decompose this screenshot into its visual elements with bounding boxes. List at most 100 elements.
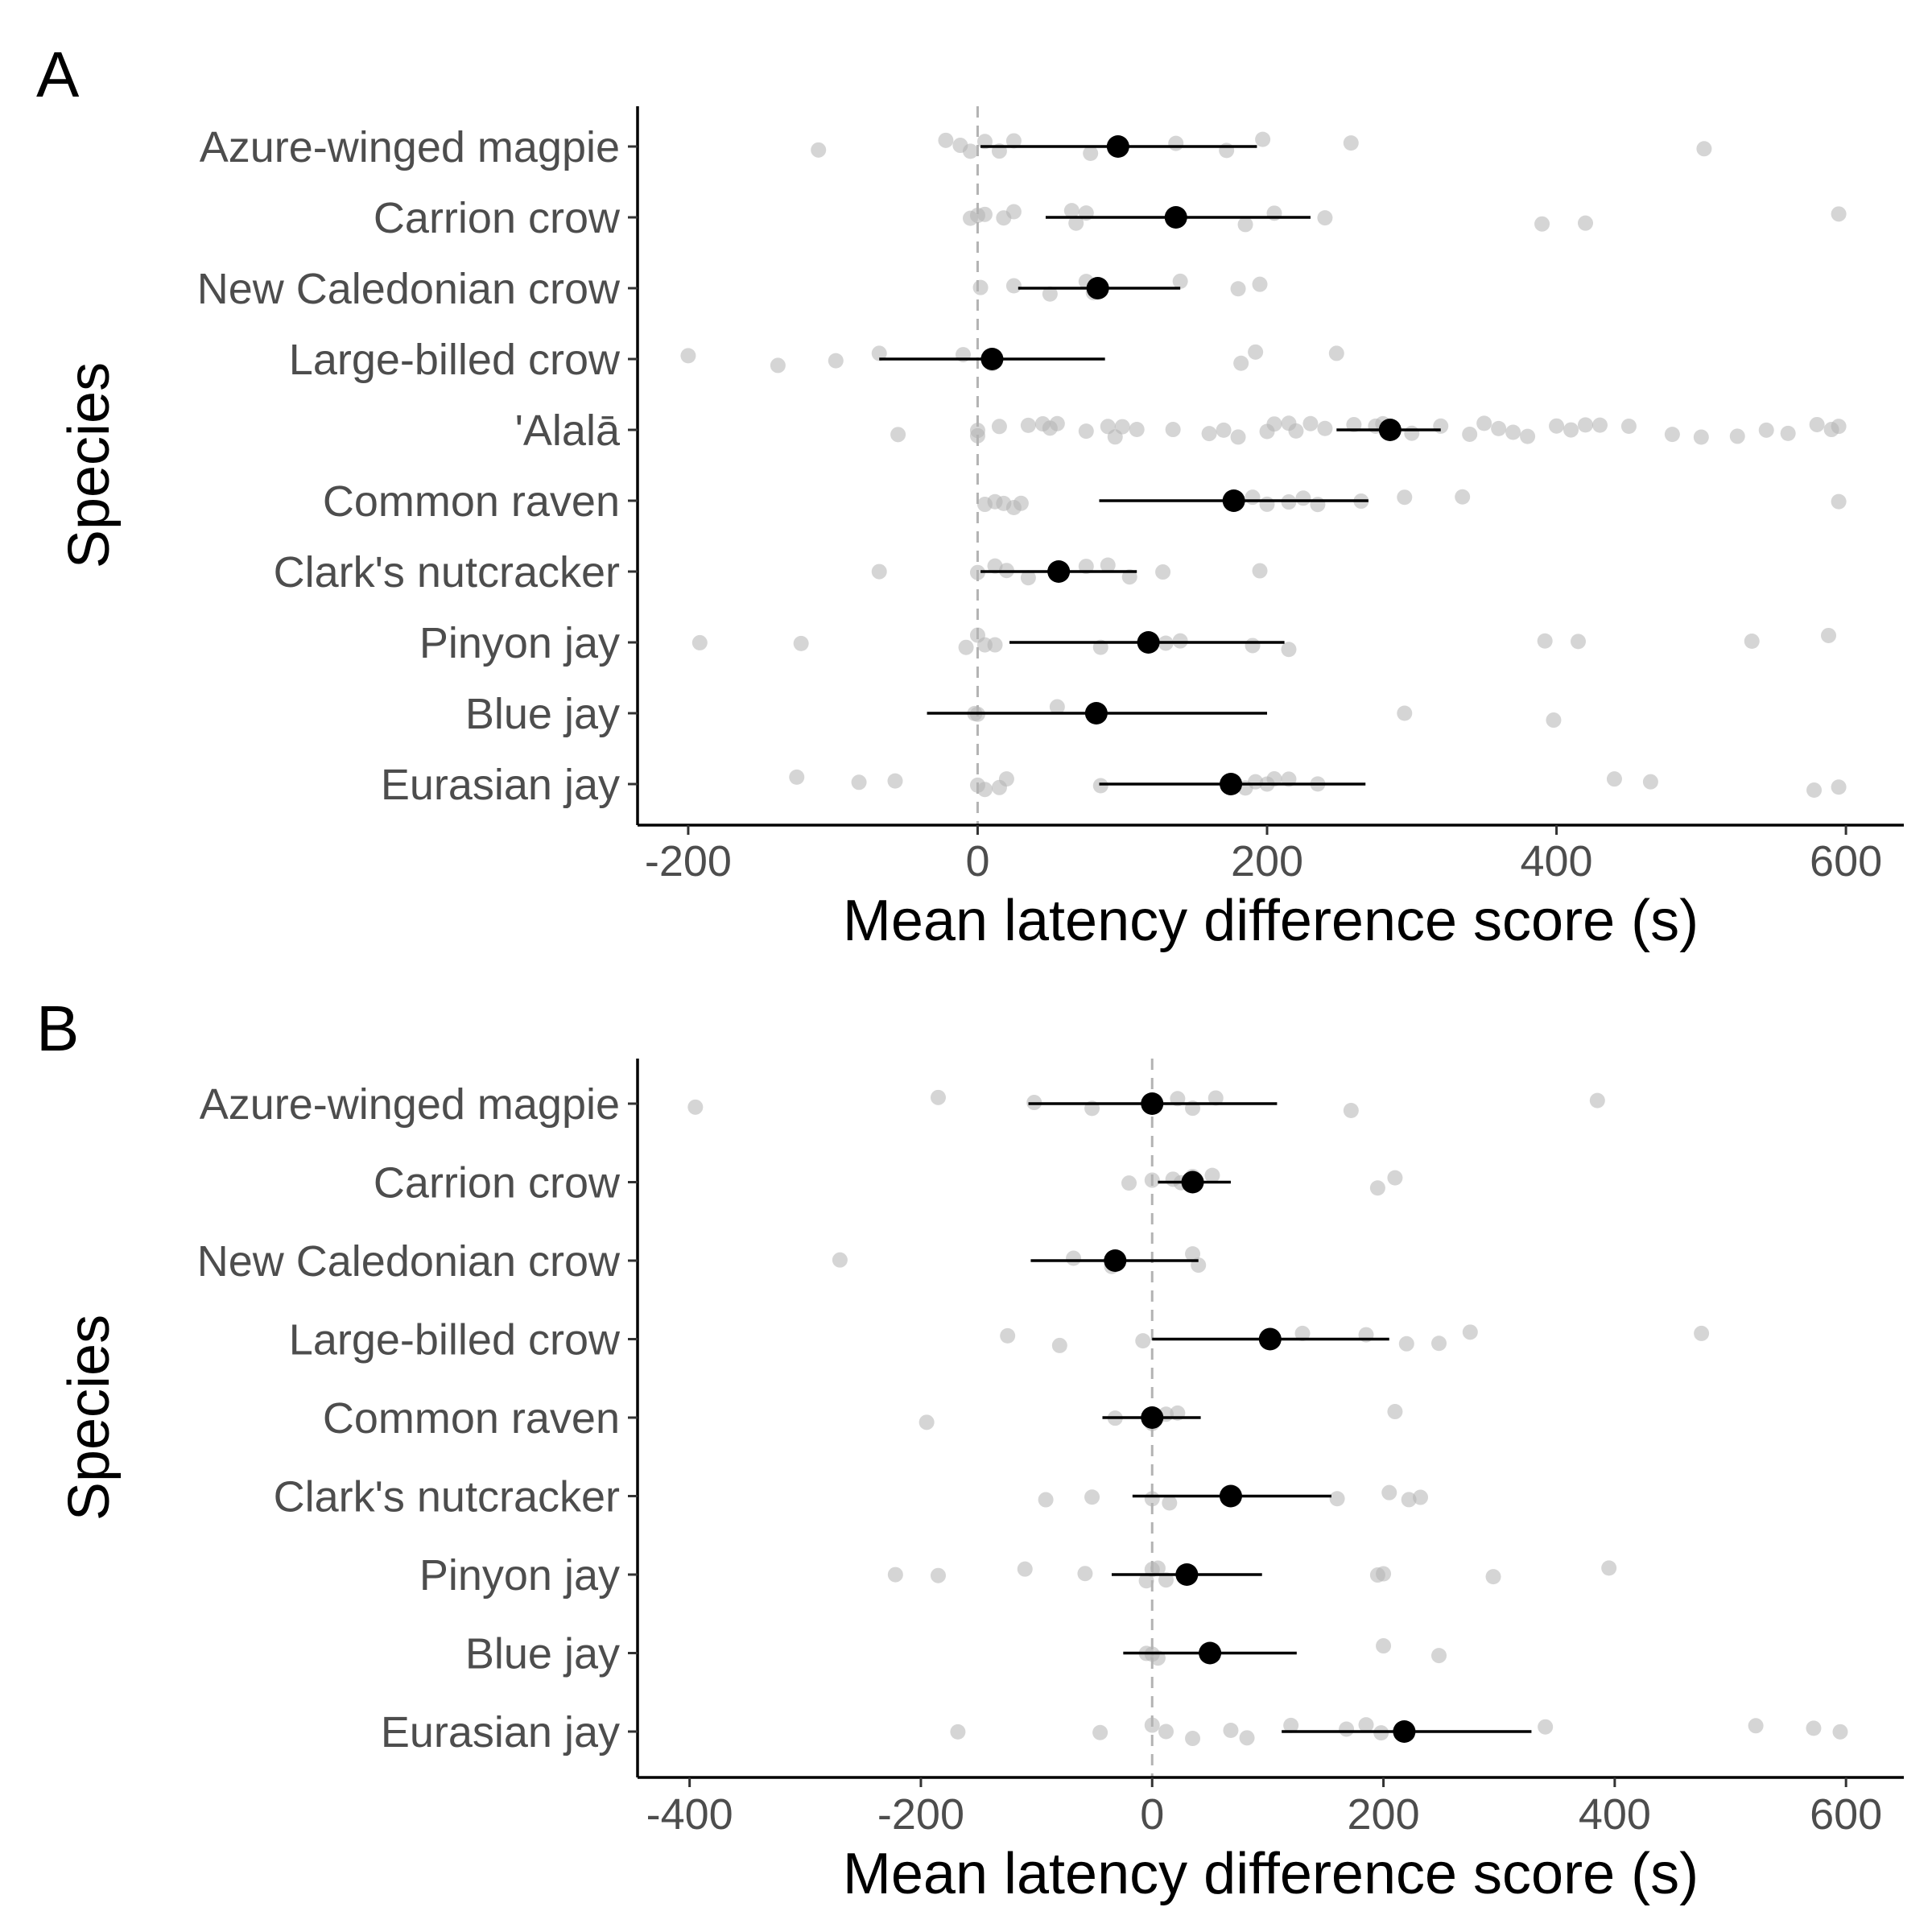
raw-data-point [1204, 1167, 1220, 1183]
species-label: Carrion crow [374, 1159, 621, 1208]
raw-data-point [1066, 1250, 1082, 1266]
raw-data-point [1208, 1090, 1224, 1106]
raw-data-point [1201, 426, 1217, 442]
raw-data-point [1185, 1731, 1201, 1747]
raw-data-point [1806, 1720, 1822, 1736]
x-tick-label: -400 [646, 1790, 733, 1839]
species-label: Blue jay [465, 690, 620, 738]
raw-data-point [1223, 1723, 1239, 1739]
x-axis-title: Mean latency difference score (s) [843, 889, 1699, 953]
raw-data-point [1000, 1327, 1016, 1344]
raw-data-point [1294, 1325, 1311, 1341]
raw-data-point [1230, 281, 1246, 297]
mean-point [1175, 1563, 1199, 1586]
raw-data-point [1831, 779, 1847, 795]
raw-data-point [1248, 344, 1264, 360]
x-tick-label: 600 [1810, 837, 1882, 886]
raw-data-point [1020, 417, 1036, 433]
raw-data-point [1248, 774, 1264, 790]
raw-data-point [1063, 203, 1080, 219]
species-label: New Caledonian crow [197, 265, 621, 313]
species-label: Large-billed crow [289, 336, 621, 384]
raw-data-point [1017, 1561, 1033, 1577]
raw-data-point [1387, 1404, 1403, 1420]
mean-point [1106, 135, 1129, 158]
species-label: Clark's nutcracker [274, 1473, 620, 1521]
panel-a: A Azure-winged magpie Carrion crow New Cale… [36, 39, 1904, 953]
raw-data-point [1491, 420, 1507, 436]
raw-data-point [1537, 633, 1553, 649]
raw-data-point [1216, 422, 1232, 438]
raw-data-point [1144, 1717, 1160, 1733]
raw-data-point [691, 634, 708, 650]
species-label: Pinyon jay [419, 1551, 620, 1600]
raw-data-point [1780, 425, 1796, 441]
raw-data-point [1397, 705, 1413, 721]
panel-b: B Azure-winged magpie Carrion crow New Cale… [36, 993, 1904, 1906]
raw-data-point [1476, 415, 1492, 431]
raw-data-point [1237, 217, 1253, 233]
raw-data-point [1664, 427, 1680, 443]
raw-data-point [1155, 564, 1171, 580]
raw-data-point [680, 348, 696, 364]
raw-data-point [1138, 1573, 1154, 1589]
raw-data-point [1431, 1335, 1447, 1352]
mean-point [1141, 1092, 1164, 1115]
y-axis-title: Species [57, 362, 122, 568]
raw-data-point [1571, 634, 1587, 650]
raw-data-point [1013, 495, 1029, 511]
raw-data-point [1729, 428, 1745, 444]
species-label: Blue jay [465, 1630, 620, 1678]
raw-data-point [1172, 273, 1188, 289]
mean-point [1086, 277, 1109, 299]
mean-point [1219, 1484, 1242, 1508]
raw-data-point [1831, 493, 1847, 510]
raw-data-point [1809, 416, 1825, 432]
raw-data-point [1239, 1730, 1255, 1746]
raw-data-point [1343, 135, 1359, 151]
raw-data-point [1744, 634, 1760, 650]
raw-data-point [1005, 133, 1022, 149]
panel-letter: A [36, 39, 80, 110]
x-tick-label: -200 [645, 837, 732, 886]
raw-data-point [1283, 1717, 1299, 1733]
raw-data-point [1172, 633, 1188, 649]
raw-data-point [1376, 1638, 1392, 1654]
raw-data-point [793, 635, 809, 651]
raw-data-point [1121, 569, 1137, 585]
raw-data-point [1578, 215, 1594, 231]
raw-data-point [871, 345, 887, 361]
raw-data-point [1144, 1172, 1160, 1188]
species-label: Eurasian jay [381, 1708, 620, 1757]
raw-data-point [972, 279, 989, 295]
mean-point [1047, 560, 1071, 583]
x-tick-label: 0 [965, 837, 989, 886]
raw-data-point [1114, 419, 1130, 435]
raw-data-point [998, 771, 1014, 787]
mean-point [1222, 489, 1245, 512]
raw-data-point [1381, 1484, 1397, 1501]
raw-data-point [1162, 1495, 1178, 1511]
raw-data-point [851, 774, 867, 791]
raw-data-point [1329, 1491, 1345, 1507]
raw-data-point [969, 564, 985, 580]
raw-data-point [1168, 135, 1184, 151]
raw-data-point [1505, 424, 1521, 440]
raw-data-point [1462, 1324, 1478, 1340]
raw-data-point [1538, 1719, 1554, 1735]
raw-data-point [976, 206, 993, 222]
raw-data-point [1563, 422, 1579, 438]
mean-point [1220, 773, 1243, 795]
mean-point [1393, 1720, 1416, 1743]
raw-data-point [1832, 1724, 1848, 1740]
raw-data-point [1230, 429, 1246, 445]
species-label: Large-billed crow [289, 1316, 621, 1364]
mean-point [1141, 1406, 1164, 1429]
mean-point [1258, 1327, 1282, 1351]
mean-point [1084, 702, 1108, 724]
x-tick-label: 0 [1140, 1790, 1164, 1839]
raw-data-point [1245, 638, 1261, 654]
raw-data-point [1150, 1560, 1166, 1576]
raw-data-point [1233, 355, 1249, 371]
